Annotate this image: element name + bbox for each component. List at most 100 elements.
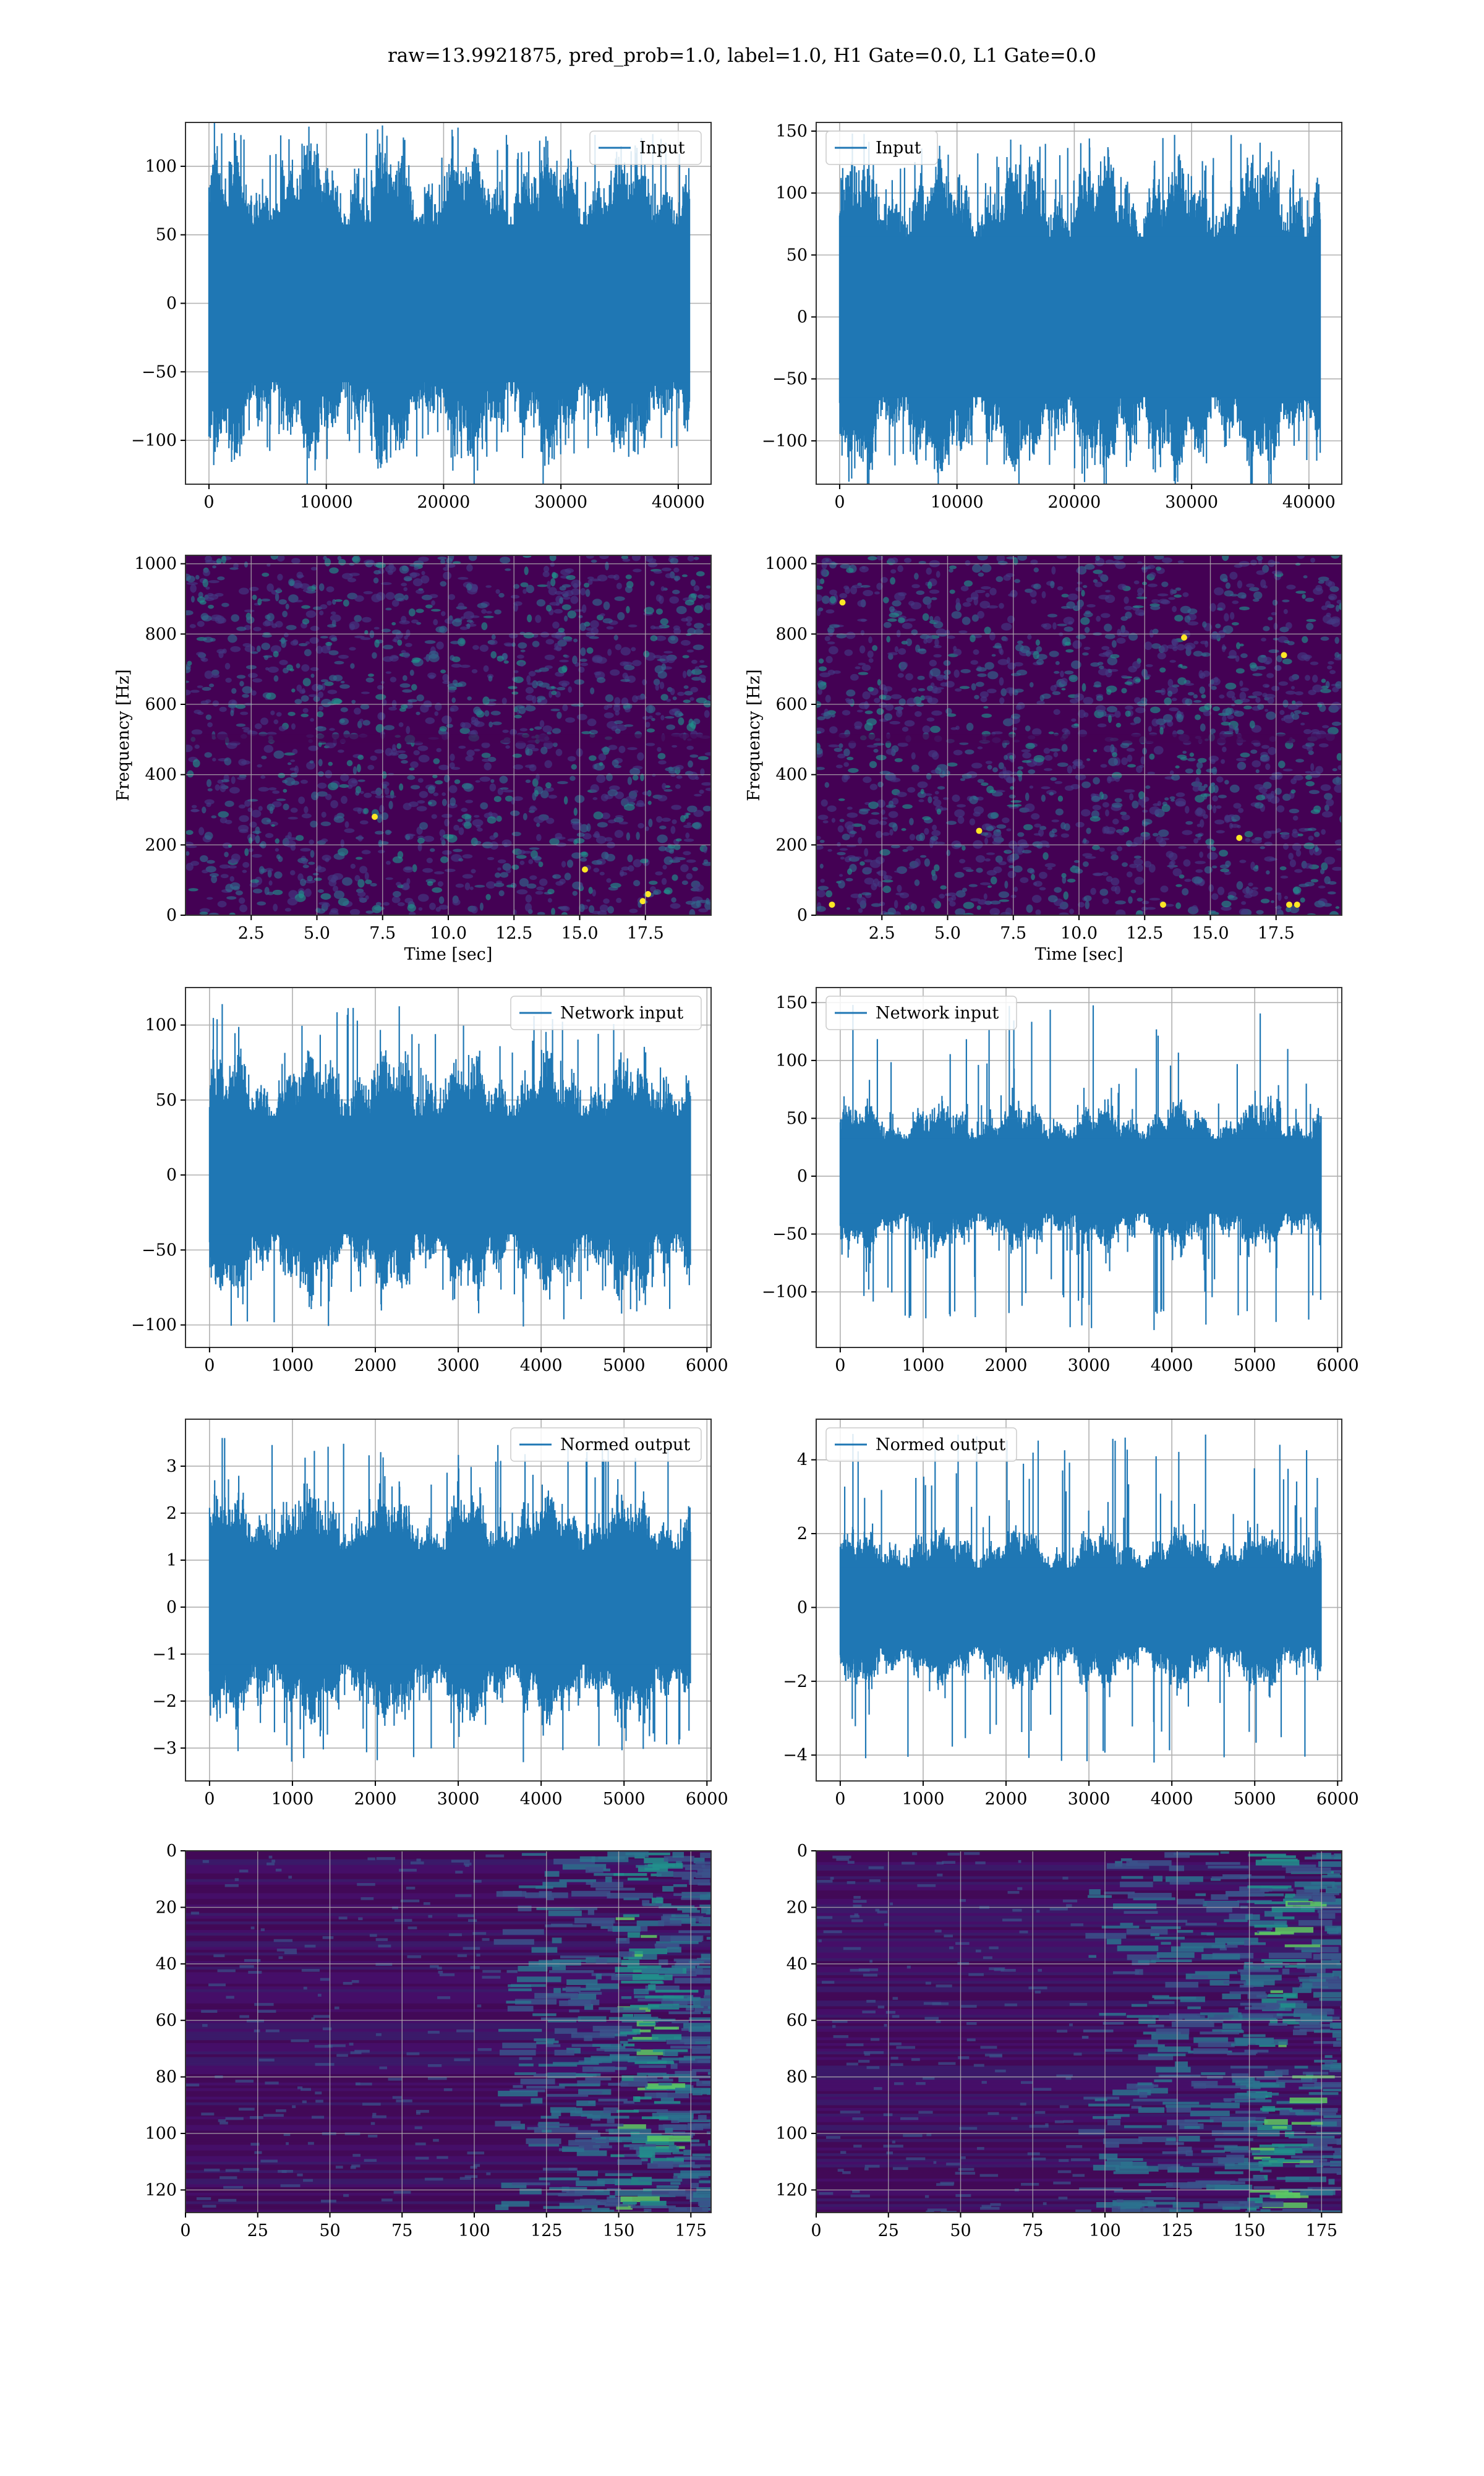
h1-spectrogram-heatmap-cell	[417, 838, 425, 844]
h1-spectrogram-heatmap-cell	[687, 649, 694, 652]
l1-network-input-legend: Network input	[826, 996, 1017, 1030]
l1-spectrogram-heatmap-cell	[895, 646, 898, 652]
l1-spectrogram-heatmap-cell	[972, 564, 981, 573]
l1-spectrogram-heatmap-cell	[970, 898, 980, 902]
h1-feature-map-heatmap-cell	[266, 2030, 279, 2033]
l1-spectrogram-heatmap-cell	[1236, 758, 1247, 762]
h1-feature-map-heatmap-cell	[416, 1859, 420, 1862]
h1-normed-output-ytick-label: −2	[152, 1692, 177, 1711]
h1-spectrogram-heatmap-cell	[514, 715, 522, 719]
h1-spectrogram-heatmap-cell	[529, 671, 536, 677]
h1-spectrogram-heatmap-cell	[661, 664, 666, 671]
l1-spectrogram-heatmap-cell	[1136, 864, 1143, 872]
h1-spectrogram-heatmap-cell	[526, 694, 534, 701]
l1-spectrogram-heatmap-cell	[965, 749, 974, 754]
h1-spectrogram-heatmap-cell	[545, 655, 555, 660]
l1-spectrogram-heatmap-cell	[906, 638, 912, 646]
l1-spectrogram-heatmap-cell	[1129, 793, 1133, 801]
l1-spectrogram-heatmap-cell	[1193, 700, 1201, 703]
l1-spectrogram-heatmap-cell	[1203, 814, 1208, 819]
l1-spectrogram-heatmap-cell	[1266, 673, 1274, 678]
l1-spectrogram-heatmap-cell	[1041, 795, 1046, 802]
l1-spectrogram-heatmap-cell	[950, 589, 955, 594]
h1-feature-map-heatmap-cell	[605, 1877, 612, 1882]
l1-spectrogram-heatmap-cell	[1268, 560, 1275, 567]
h1-feature-map-heatmap-cell	[588, 1910, 594, 1915]
l1-spectrogram-heatmap-cell	[1199, 852, 1203, 858]
l1-spectrogram-heatmap-cell	[1128, 896, 1133, 903]
h1-feature-map-heatmap-cell	[634, 2109, 668, 2112]
l1-spectrogram-heatmap-cell	[992, 834, 1002, 840]
l1-spectrogram-heatmap-cell	[1060, 678, 1067, 685]
h1-spectrogram-heatmap-cell	[662, 878, 667, 885]
l1-spectrogram-heatmap-cell	[814, 845, 823, 850]
h1-spectrogram-heatmap-cell	[190, 584, 197, 593]
l1-spectrogram-heatmap-cell	[820, 864, 824, 869]
h1-spectrogram-heatmap-cell	[247, 808, 252, 812]
h1-spectrogram-heatmap-cell	[671, 805, 681, 809]
l1-spectrogram-heatmap-cell	[1232, 600, 1239, 604]
h1-spectrogram-heatmap-cell	[447, 683, 458, 689]
l1-spectrogram-heatmap-cell	[1044, 748, 1051, 754]
h1-feature-map-heatmap-row	[186, 2023, 711, 2026]
h1-spectrogram-heatmap-cell	[601, 852, 608, 860]
h1-spectrogram-heatmap-cell	[511, 595, 519, 599]
h1-spectrogram-heatmap-cell	[568, 756, 576, 762]
l1-normed-output-series-core	[840, 1568, 1321, 1647]
l1-spectrogram-heatmap-cell	[1112, 819, 1119, 824]
l1-spectrogram-heatmap-cell	[1261, 899, 1270, 903]
h1-spectrogram-heatmap-cell	[629, 909, 638, 913]
h1-spectrogram-heatmap-cell	[597, 677, 605, 683]
h1-feature-map-heatmap-cell	[500, 2050, 536, 2056]
l1-spectrogram-heatmap-cell	[1310, 558, 1315, 563]
l1-spectrogram-heatmap-cell	[921, 789, 924, 795]
h1-spectrogram-heatmap-cell	[607, 626, 614, 630]
h1-spectrogram-heatmap-cell	[532, 856, 542, 861]
l1-spectrogram-heatmap-cell	[1220, 574, 1227, 582]
h1-spectrogram-heatmap-cell	[205, 832, 213, 840]
l1-spectrogram-heatmap-cell	[1098, 668, 1109, 676]
h1-feature-map-heatmap-cell	[710, 2004, 721, 2007]
l1-spectrogram-heatmap-cell	[1216, 805, 1222, 809]
h1-spectrogram-heatmap-cell	[417, 745, 428, 751]
h1-feature-map-heatmap-cell	[519, 2057, 532, 2060]
l1-spectrogram-heatmap-cell	[981, 714, 992, 718]
h1-spectrogram-heatmap-cell	[657, 835, 668, 843]
l1-spectrogram-heatmap-cell	[876, 831, 882, 839]
h1-spectrogram-heatmap-cell	[432, 887, 442, 893]
h1-spectrogram-hot-spot	[372, 814, 378, 820]
l1-normed-output-xtick-label: 5000	[1234, 1790, 1276, 1809]
h1-spectrogram-heatmap-cell	[203, 570, 210, 576]
l1-spectrogram-heatmap-cell	[929, 660, 937, 667]
l1-spectrogram-heatmap-cell	[1083, 861, 1089, 867]
h1-spectrogram-heatmap-cell	[197, 596, 205, 602]
l1-spectrogram-heatmap-cell	[1135, 609, 1145, 615]
l1-spectrogram-heatmap-cell	[1279, 681, 1288, 686]
l1-spectrogram-heatmap-cell	[816, 890, 825, 897]
l1-spectrogram-heatmap-cell	[1112, 640, 1117, 647]
h1-spectrogram-heatmap-cell	[310, 637, 319, 644]
h1-feature-map-heatmap-cell	[467, 2151, 485, 2154]
h1-spectrogram-heatmap-cell	[580, 588, 586, 596]
h1-feature-map-heatmap-cell	[315, 2063, 335, 2066]
l1-spectrogram-heatmap-cell	[1214, 677, 1219, 682]
l1-spectrogram-heatmap-cell	[884, 686, 892, 692]
h1-spectrogram-heatmap-cell	[236, 890, 243, 895]
h1-spectrogram-heatmap-cell	[610, 669, 620, 675]
h1-spectrogram-heatmap-cell	[649, 881, 657, 885]
l1-spectrogram-heatmap-cell	[921, 906, 925, 913]
h1-input-ytick-label: 100	[145, 157, 177, 176]
l1-spectrogram-heatmap-cell	[1030, 682, 1034, 688]
h1-feature-map-heatmap-row	[186, 1865, 711, 1868]
h1-feature-map-heatmap-cell	[586, 1867, 603, 1872]
h1-spectrogram-heatmap-cell	[526, 744, 535, 749]
h1-spectrogram-heatmap-cell	[429, 594, 438, 598]
h1-feature-map-heatmap-cell	[638, 1999, 662, 2002]
h1-spectrogram-heatmap-cell	[207, 897, 213, 900]
h1-feature-map-heatmap-cell	[534, 1993, 578, 1999]
l1-feature-map-heatmap-cell	[1224, 1919, 1247, 1923]
h1-spectrogram-heatmap-cell	[442, 681, 450, 684]
l1-spectrogram-heatmap-cell	[947, 762, 957, 767]
